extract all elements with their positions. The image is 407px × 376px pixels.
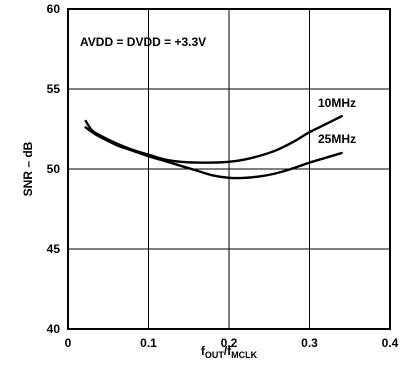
y-tick-label: 50 xyxy=(47,162,61,176)
series-25mhz-line xyxy=(84,126,343,180)
x-axis-title-out-subscript: OUT xyxy=(205,350,225,360)
x-axis-title-separator: /f xyxy=(224,344,232,358)
x-tick-label: 0.3 xyxy=(301,336,318,350)
y-tick-label: 45 xyxy=(47,242,61,256)
x-tick-label: 0.1 xyxy=(140,336,157,350)
series-10mhz-line xyxy=(84,115,343,164)
x-tick-label: 0.4 xyxy=(382,336,399,350)
x-axis-title-mclk-subscript: MCLK xyxy=(231,350,257,360)
series-curves xyxy=(84,115,343,180)
y-tick-label: 55 xyxy=(47,82,61,96)
x-axis-title: fOUT/fMCLK xyxy=(201,344,258,360)
tick-labels: 0 0.1 0.2 0.3 0.4 40 45 50 55 60 xyxy=(47,2,399,350)
plot-frame xyxy=(67,8,391,330)
x-tick-label: 0.2 xyxy=(221,336,238,350)
y-tick-label: 60 xyxy=(47,2,61,16)
x-axis-title-f: f xyxy=(201,344,206,358)
series-label-10mhz: 10MHz xyxy=(318,96,356,110)
grid-lines xyxy=(68,9,390,329)
supply-voltage-annotation: AVDD = DVDD = +3.3V xyxy=(80,35,206,49)
x-tick-label: 0 xyxy=(65,336,72,350)
series-label-25mhz: 25MHz xyxy=(318,132,356,146)
y-axis-title: SNR – dB xyxy=(21,141,35,196)
y-tick-label: 40 xyxy=(47,322,61,336)
